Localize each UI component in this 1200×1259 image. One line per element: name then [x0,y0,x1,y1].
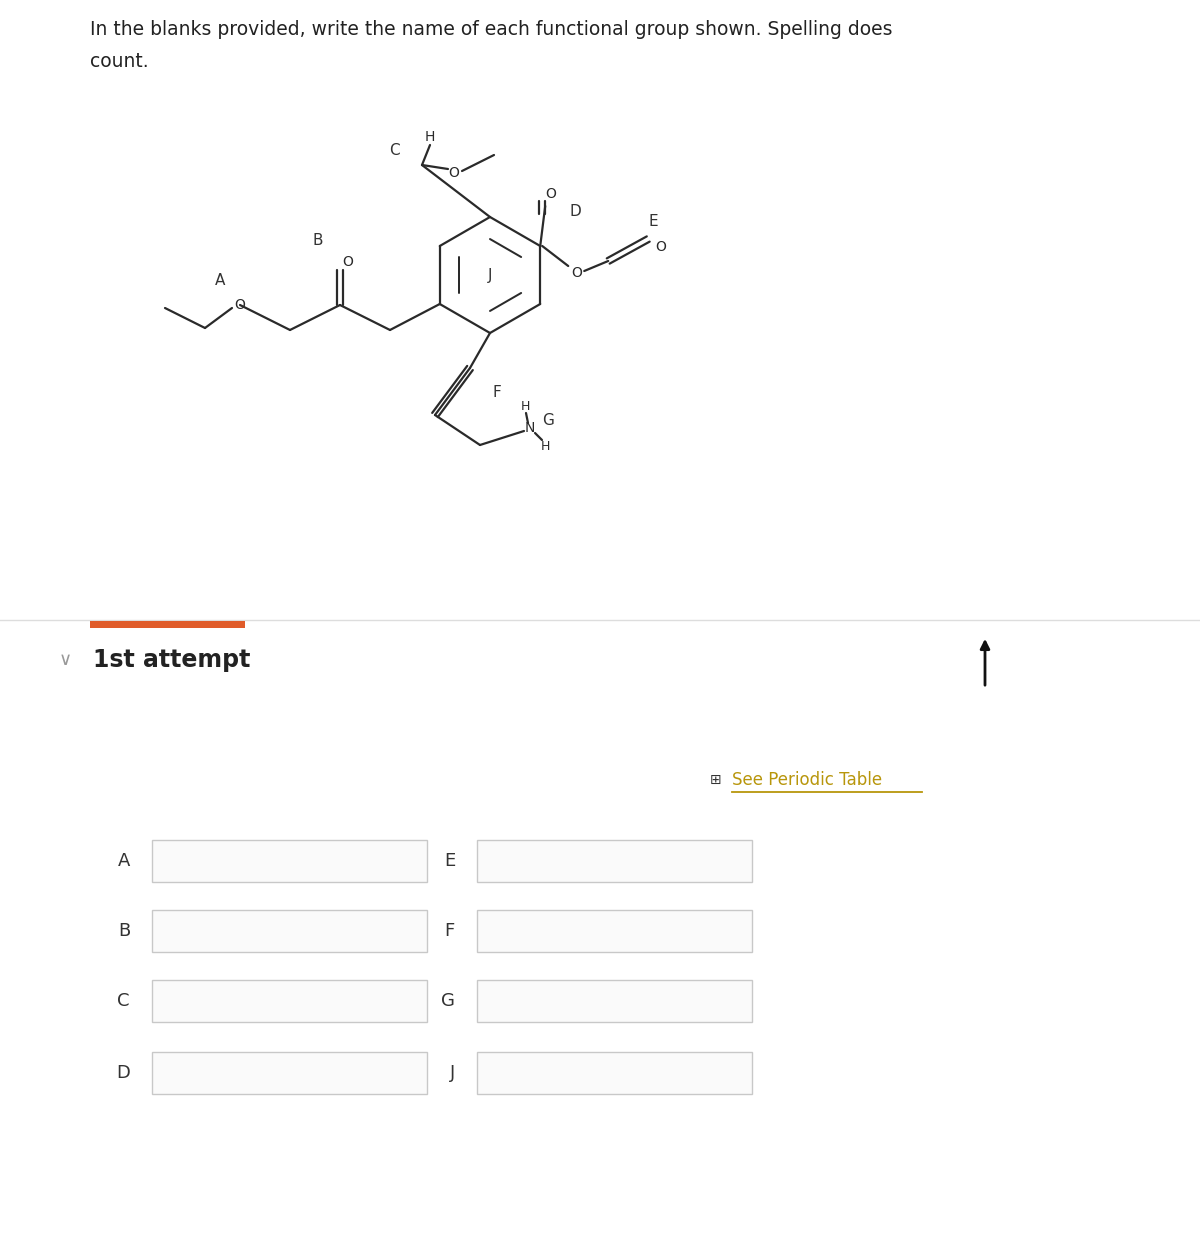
Text: B: B [313,233,323,248]
Text: F: F [445,922,455,940]
Bar [478,980,752,1022]
Text: F: F [493,384,502,399]
Bar [152,840,427,883]
Text: O: O [571,266,582,279]
Text: G: G [542,413,554,428]
Text: 1st attempt: 1st attempt [94,648,251,672]
Text: A: A [118,852,130,870]
Text: ∨: ∨ [59,651,72,669]
Text: H: H [425,130,436,144]
Text: D: D [116,1064,130,1081]
Text: ⊞: ⊞ [710,773,721,787]
Text: J: J [450,1064,455,1081]
Text: D: D [569,204,581,219]
Bar [152,910,427,952]
Text: N: N [524,421,535,436]
Text: See Periodic Table: See Periodic Table [732,771,882,789]
Text: B: B [118,922,130,940]
Bar [152,980,427,1022]
Text: J: J [487,267,492,282]
Text: count.: count. [90,52,149,71]
Text: E: E [648,214,658,228]
Text: C: C [389,142,400,157]
Bar [90,621,245,628]
Text: E: E [444,852,455,870]
Text: C: C [118,992,130,1010]
Bar [478,840,752,883]
Text: A: A [215,272,226,287]
Text: H: H [521,399,529,413]
Text: H: H [540,439,550,452]
Bar [478,1053,752,1094]
Bar [478,910,752,952]
Text: O: O [655,240,666,254]
Text: G: G [442,992,455,1010]
Text: O: O [545,188,556,201]
Text: In the blanks provided, write the name of each functional group shown. Spelling : In the blanks provided, write the name o… [90,20,893,39]
Text: O: O [234,298,246,312]
Text: O: O [449,166,460,180]
Bar [152,1053,427,1094]
Text: O: O [342,256,354,269]
